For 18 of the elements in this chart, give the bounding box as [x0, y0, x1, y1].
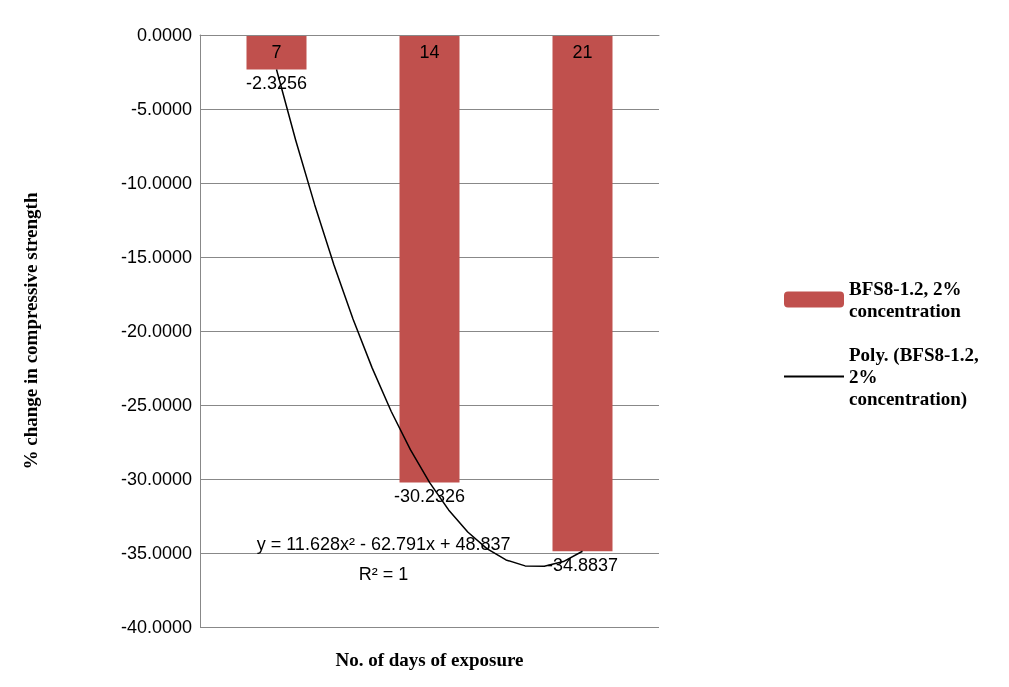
- y-tick-label: -30.0000: [120, 469, 192, 489]
- x-axis-title: No. of days of exposure: [335, 648, 524, 670]
- y-tick-label: -5.0000: [130, 99, 192, 119]
- y-tick-label: -15.0000: [120, 247, 192, 267]
- legend-label: BFS8-1.2, 2% concentration: [849, 278, 967, 321]
- x-tick-label: 7: [271, 42, 282, 62]
- y-tick-label: -20.0000: [120, 321, 192, 341]
- data-label: -34.8837: [546, 555, 619, 576]
- y-tick-label: -40.0000: [120, 617, 192, 637]
- y-tick-label: -25.0000: [120, 395, 192, 415]
- x-tick-label: 21: [572, 42, 593, 62]
- annotation: R² = 1: [358, 563, 409, 584]
- y-tick-label: -35.0000: [120, 543, 192, 563]
- y-tick-label: 0.0000: [136, 25, 192, 45]
- x-tick-label: 14: [419, 42, 440, 62]
- y-tick-label: -10.0000: [120, 173, 192, 193]
- legend-label: Poly. (BFS8-1.2, 2% concentration): [849, 344, 984, 410]
- y-axis-title: % change in compressive strength: [20, 192, 41, 470]
